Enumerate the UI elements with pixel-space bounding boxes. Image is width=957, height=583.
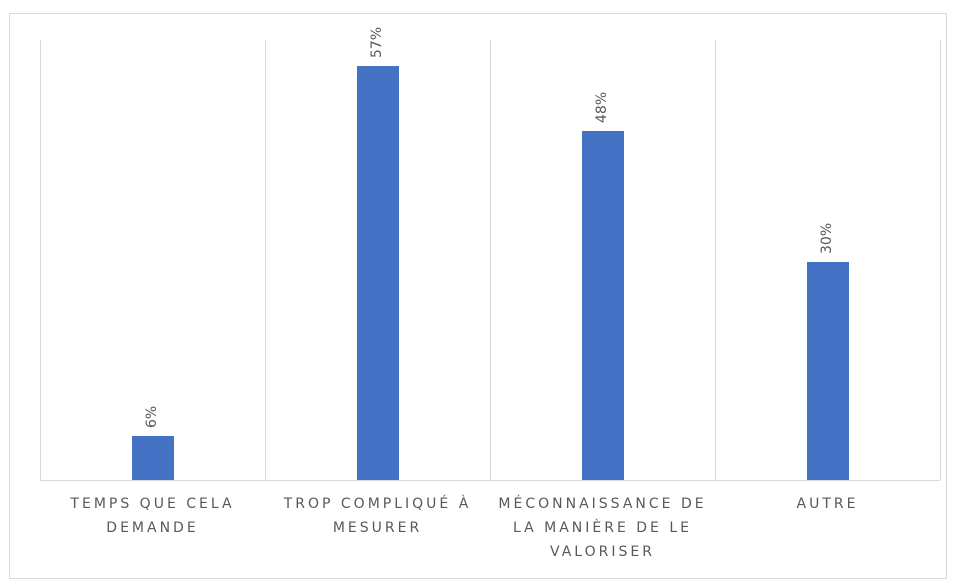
x-tick-label: MÉCONNAISSANCE DE LA MANIÈRE DE LE VALOR…	[498, 496, 707, 560]
value-label: 57%	[368, 26, 385, 58]
value-label: 30%	[818, 222, 835, 254]
category-separator	[490, 40, 491, 480]
x-tick-label: TROP COMPLIQUÉ À MESURER	[283, 496, 472, 536]
value-label: 6%	[143, 406, 160, 429]
category-separator	[265, 40, 266, 480]
x-tick-label: TEMPS QUE CELA DEMANDE	[70, 496, 235, 536]
bar	[356, 65, 399, 480]
category-separator	[940, 40, 941, 480]
x-tick-label: AUTRE	[796, 496, 859, 512]
baseline	[40, 480, 940, 481]
category-separator	[715, 40, 716, 480]
bar	[806, 262, 849, 480]
bar	[131, 436, 174, 480]
bar	[581, 131, 624, 480]
chart-frame	[9, 13, 947, 579]
value-label: 48%	[593, 92, 610, 124]
category-separator	[40, 40, 41, 480]
